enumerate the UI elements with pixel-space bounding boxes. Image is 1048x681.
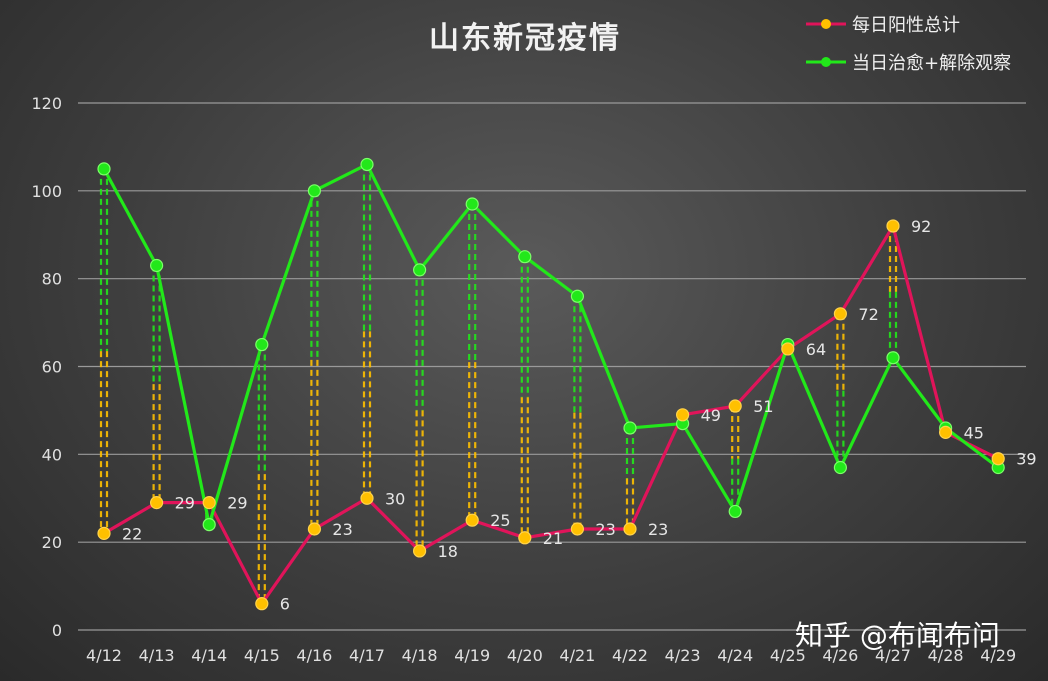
x-tick-label: 4/16 bbox=[296, 646, 332, 665]
data-label-positive: 22 bbox=[122, 524, 142, 543]
marker-positive bbox=[675, 408, 690, 422]
data-label-positive: 92 bbox=[911, 217, 931, 236]
legend-item-positive: 每日阳性总计 bbox=[806, 15, 960, 36]
marker-positive bbox=[991, 452, 1005, 466]
data-label-positive: 23 bbox=[332, 520, 352, 539]
x-tick-label: 4/14 bbox=[191, 646, 227, 665]
x-tick-label: 4/21 bbox=[559, 646, 595, 665]
marker-recovered bbox=[886, 351, 900, 365]
legend-label-recovered: 当日治愈+解除观察 bbox=[852, 53, 1011, 74]
x-tick-label: 4/29 bbox=[980, 646, 1016, 665]
y-axis-ticks: 0 20 40 60 80 100 120 bbox=[31, 94, 62, 640]
marker-recovered bbox=[255, 337, 269, 352]
data-label-positive: 51 bbox=[753, 397, 773, 416]
marker-recovered bbox=[833, 460, 848, 475]
watermark: 知乎 @布闻布问 bbox=[795, 619, 1000, 652]
x-tick-label: 4/19 bbox=[454, 646, 490, 665]
marker-recovered bbox=[150, 258, 164, 273]
gridlines bbox=[78, 102, 1026, 631]
drop-lines bbox=[99, 164, 1003, 604]
x-tick-label: 4/24 bbox=[717, 646, 753, 665]
x-tick-label: 4/26 bbox=[822, 646, 858, 665]
marker-positive bbox=[97, 526, 111, 540]
x-tick-label: 4/18 bbox=[402, 646, 438, 665]
marker-positive bbox=[728, 399, 742, 413]
marker-positive bbox=[623, 522, 637, 536]
data-label-positive: 29 bbox=[175, 494, 195, 513]
data-label-positive: 18 bbox=[438, 542, 458, 561]
y-tick-label: 0 bbox=[52, 621, 62, 640]
marker-positive bbox=[781, 342, 795, 356]
marker-positive bbox=[570, 522, 585, 536]
data-label-positive: 23 bbox=[648, 520, 668, 539]
x-axis-ticks: 4/12 4/13 4/14 4/15 4/16 4/17 4/18 4/19 4/20 4/21… bbox=[86, 646, 1016, 665]
legend-item-recovered: 当日治愈+解除观察 bbox=[806, 53, 1011, 74]
legend: 每日阳性总计 当日治愈+解除观察 bbox=[806, 15, 1011, 74]
y-tick-label: 120 bbox=[31, 94, 62, 113]
marker-positive bbox=[518, 531, 532, 545]
legend-swatch-dot bbox=[821, 19, 831, 29]
y-tick-label: 20 bbox=[42, 533, 62, 552]
marker-recovered bbox=[623, 421, 637, 435]
x-tick-label: 4/27 bbox=[875, 646, 911, 665]
x-tick-label: 4/20 bbox=[507, 646, 543, 665]
y-tick-label: 40 bbox=[42, 445, 62, 464]
marker-recovered bbox=[413, 263, 427, 277]
data-labels: 22 29 29 6 23 30 18 25 21 23 23 49 51 64 72 92 45 39 bbox=[122, 217, 1037, 614]
x-tick-label: 4/13 bbox=[139, 646, 175, 665]
marker-recovered bbox=[307, 184, 321, 198]
x-tick-label: 4/12 bbox=[86, 646, 122, 665]
x-tick-label: 4/28 bbox=[928, 646, 964, 665]
marker-positive bbox=[886, 219, 900, 233]
x-tick-label: 4/15 bbox=[244, 646, 280, 665]
x-tick-label: 4/25 bbox=[770, 646, 806, 665]
marker-positive bbox=[833, 307, 848, 321]
data-label-positive: 64 bbox=[806, 340, 826, 359]
legend-swatch-dot bbox=[821, 57, 831, 67]
data-label-positive: 49 bbox=[701, 406, 721, 425]
marker-recovered bbox=[202, 517, 216, 532]
marker-positive bbox=[938, 425, 953, 439]
data-label-positive: 72 bbox=[858, 305, 878, 324]
marker-recovered bbox=[465, 197, 479, 211]
marker-recovered bbox=[360, 157, 374, 172]
series-line-positive bbox=[103, 224, 999, 606]
chart-title: 山东新冠疫情 bbox=[429, 21, 621, 56]
data-label-positive: 45 bbox=[964, 423, 984, 442]
data-label-positive: 23 bbox=[595, 520, 615, 539]
x-tick-label: 4/22 bbox=[612, 646, 648, 665]
series-lines bbox=[102, 162, 1000, 606]
legend-label-positive: 每日阳性总计 bbox=[852, 15, 960, 36]
data-label-positive: 30 bbox=[385, 489, 405, 508]
marker-recovered bbox=[518, 250, 532, 264]
marker-positive bbox=[202, 496, 216, 510]
y-tick-label: 100 bbox=[31, 182, 62, 201]
marker-positive bbox=[150, 496, 164, 510]
x-tick-label: 4/17 bbox=[349, 646, 385, 665]
data-label-positive: 25 bbox=[490, 511, 510, 530]
data-label-positive: 21 bbox=[543, 529, 563, 548]
y-tick-label: 80 bbox=[42, 270, 62, 289]
series-line-recovered bbox=[102, 162, 1000, 527]
marker-positive bbox=[413, 544, 427, 558]
data-label-positive: 39 bbox=[1016, 450, 1036, 469]
marker-positive bbox=[360, 491, 374, 505]
marker-positive bbox=[465, 513, 479, 527]
y-tick-label: 60 bbox=[42, 358, 62, 377]
marker-recovered bbox=[570, 289, 585, 303]
series-markers bbox=[97, 157, 1005, 611]
marker-positive bbox=[255, 597, 269, 611]
data-label-positive: 6 bbox=[280, 595, 290, 614]
marker-positive bbox=[307, 522, 321, 536]
marker-recovered bbox=[728, 504, 742, 519]
data-label-positive: 29 bbox=[227, 494, 247, 513]
x-tick-label: 4/23 bbox=[665, 646, 701, 665]
marker-recovered bbox=[97, 162, 111, 176]
